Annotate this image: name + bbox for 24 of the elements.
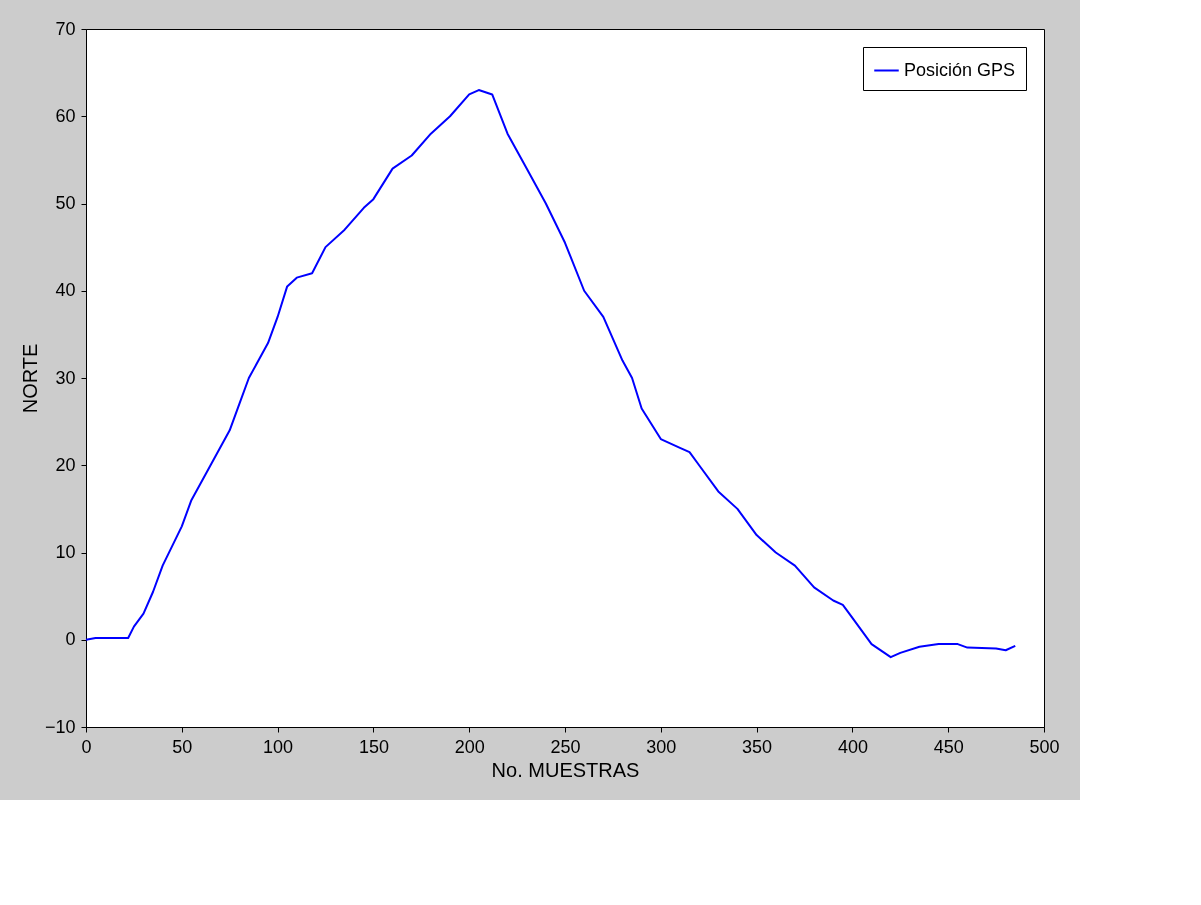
x-tick-label: 0	[81, 736, 92, 757]
x-tick-label: 100	[263, 736, 294, 757]
x-tick-label: 500	[1029, 736, 1060, 757]
y-tick-label: −10	[44, 716, 76, 737]
x-axis-title: No. MUESTRAS	[491, 758, 640, 781]
y-axis-title: NORTE	[18, 343, 41, 414]
x-tick-label: 150	[358, 736, 389, 757]
line-series	[85, 89, 1017, 659]
x-tick-label: 250	[550, 736, 581, 757]
y-tick-label: 40	[55, 280, 76, 301]
y-tick-label: 10	[55, 542, 76, 562]
x-tick-label: 450	[933, 736, 964, 757]
x-tick-label: 50	[172, 736, 193, 757]
x-tick-label: 350	[742, 736, 773, 757]
y-tick-label: 20	[55, 454, 76, 475]
y-tick-label: 70	[55, 18, 76, 39]
y-tick-label: 50	[55, 193, 76, 213]
y-tick-label: 60	[55, 105, 76, 126]
x-tick-label: 200	[454, 736, 485, 757]
x-tick-label: 300	[646, 736, 677, 757]
y-tick-label: 30	[55, 367, 76, 388]
x-tick-label: 400	[837, 736, 868, 757]
legend-label: Posición GPS	[904, 59, 1016, 80]
y-tick-label: 0	[65, 629, 76, 650]
